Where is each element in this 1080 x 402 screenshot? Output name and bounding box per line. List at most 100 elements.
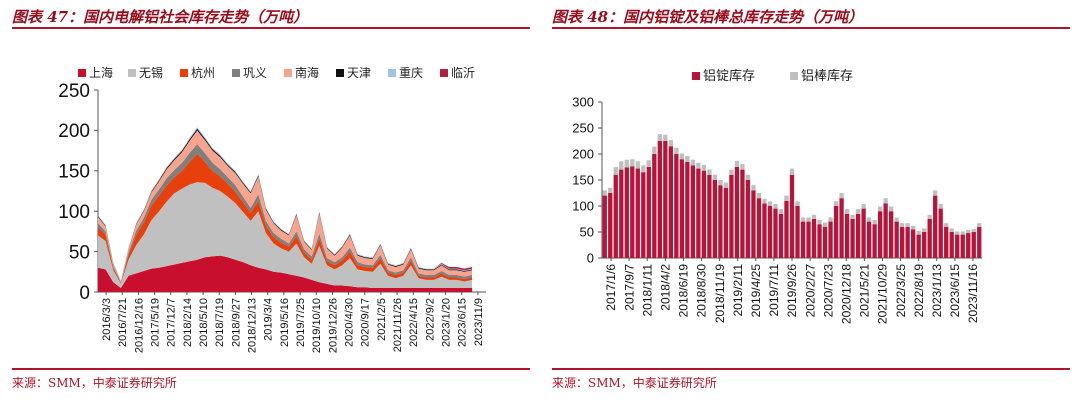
area-series-2: [98, 182, 472, 288]
bar-1-39: [811, 219, 817, 258]
x-tick-label-20: 2023/11/16: [966, 264, 980, 323]
bar-2-44: [839, 193, 844, 199]
legend-label-3: 杭州: [191, 65, 215, 80]
bar-1-10: [652, 154, 657, 258]
bar-2-53: [888, 206, 894, 212]
x-tick-label-15: 2020/4/30: [343, 298, 355, 347]
bar-2-40: [817, 220, 822, 225]
bar-2-49: [866, 217, 872, 222]
bar-2-3: [613, 167, 618, 175]
x-tick-label-5: 2018/2/14: [182, 298, 194, 347]
bar-1-48: [861, 208, 866, 258]
bar-2-48: [861, 203, 866, 209]
bar-1-49: [866, 221, 872, 258]
bar-1-28: [751, 190, 756, 258]
x-tick-label-15: 2021/10/29: [876, 264, 890, 324]
bar-1-11: [657, 141, 662, 258]
bar-2-57: [911, 225, 916, 230]
x-tick-label-18: 2021/11/26: [392, 298, 404, 352]
bar-1-57: [911, 229, 916, 258]
x-tick-label-10: 2019/9/26: [785, 264, 799, 318]
y-tick-label-5: 250: [58, 81, 90, 102]
x-tick-label-4: 2018/6/19: [677, 264, 691, 318]
x-tick-label-2: 2018/1/11: [640, 264, 654, 317]
left-title-divider: [12, 27, 530, 29]
x-tick-label-13: 2019/10/10: [311, 298, 323, 353]
x-tick-label-7: 2018/7/19: [214, 298, 226, 347]
bar-2-35: [789, 168, 795, 175]
x-tick-label-17: 2021/2/5: [376, 298, 388, 341]
right-title-divider: [552, 27, 1070, 29]
bar-1-29: [756, 198, 762, 258]
bar-1-18: [696, 168, 701, 258]
bar-2-37: [800, 217, 806, 222]
bar-2-16: [685, 156, 690, 162]
bar-1-53: [888, 211, 894, 258]
bar-1-42: [828, 221, 833, 258]
bar-2-58: [916, 230, 921, 235]
bar-2-68: [971, 228, 976, 232]
x-tick-label-9: 2018/12/13: [246, 298, 258, 353]
bar-2-65: [955, 231, 960, 235]
legend-label-2: 无锡: [139, 65, 163, 80]
bar-1-51: [877, 211, 883, 258]
right-panel: 图表 48：国内铝锭及铝棒总库存走势（万吨） 铝锭库存 铝棒库存 0 50 100 150…: [540, 0, 1080, 402]
bar-2-11: [657, 134, 662, 141]
bar-1-58: [916, 234, 921, 258]
bar-2-46: [850, 214, 855, 219]
bar-1-22: [718, 185, 723, 258]
x-tick-label-11: 2020/2/27: [803, 264, 817, 318]
x-tick-label-18: 2023/1/13: [930, 264, 944, 318]
bar-1-65: [955, 234, 960, 258]
x-tick-label-9: 2019/7/11: [767, 264, 781, 317]
bar-2-26: [740, 163, 745, 170]
bar-2-63: [944, 223, 949, 227]
y-tick-label-5: 250: [572, 121, 594, 136]
bar-2-1: [602, 190, 607, 196]
bar-2-28: [751, 185, 756, 191]
bar-1-35: [789, 174, 795, 258]
bar-2-62: [938, 203, 943, 209]
bar-1-44: [839, 198, 844, 258]
left-source-divider: [12, 368, 530, 370]
bar-2-6: [630, 159, 635, 167]
legend-marker-2: [128, 69, 136, 77]
x-tick-label-16: 2020/9/17: [360, 298, 372, 347]
legend-label-7: 重庆: [399, 66, 423, 80]
bar-1-21: [712, 180, 718, 258]
area-series-1: [98, 255, 472, 292]
bar-1-33: [778, 213, 784, 258]
bar-1-46: [850, 219, 855, 258]
bar-2-54: [894, 217, 899, 222]
bar-2-45: [844, 209, 850, 214]
bar-1-52: [883, 203, 888, 258]
bar-2-8: [641, 165, 646, 173]
bar-2-19: [701, 164, 707, 171]
bar-1-45: [844, 213, 850, 258]
x-tick-label-3: 2017/5/19: [149, 298, 161, 347]
legend-label-6: 天津: [347, 66, 371, 80]
left-panel: 图表 47：国内电解铝社会库存走势（万吨） 上海 无锡 杭州 巩义 南海 天津 重庆 临沂 0 5…: [12, 8, 530, 390]
legend-label-8: 临沂: [451, 66, 475, 80]
bar-1-34: [784, 200, 789, 258]
x-tick-label-22: 2023/6/15: [457, 298, 469, 347]
bar-1-12: [663, 141, 668, 258]
bar-1-27: [745, 180, 751, 258]
bar-2-23: [723, 182, 729, 188]
bar-2-56: [905, 223, 910, 227]
bar-2-10: [652, 146, 657, 154]
bar-2-60: [927, 214, 932, 219]
bar-2-29: [756, 193, 762, 199]
bar-1-26: [740, 169, 745, 258]
legend-marker-2: [790, 72, 798, 80]
bar-1-8: [641, 172, 646, 258]
bar-2-32: [773, 203, 778, 209]
bar-2-36: [795, 201, 800, 206]
right-chart-title: 图表 48：国内铝锭及铝棒总库存走势（万吨）: [552, 8, 864, 26]
y-tick-label-3: 150: [572, 173, 594, 188]
x-tick-label-0: 2017/1/6: [604, 264, 618, 311]
bar-2-15: [679, 153, 685, 160]
y-tick-label-2: 100: [58, 202, 90, 223]
left-stacked-area-chart: 上海 无锡 杭州 巩义 南海 天津 重庆 临沂 0 50 100 150 200 250 2016/3/3 2…: [58, 65, 486, 353]
left-chart-title: 图表 47：国内电解铝社会库存走势（万吨）: [12, 8, 309, 26]
